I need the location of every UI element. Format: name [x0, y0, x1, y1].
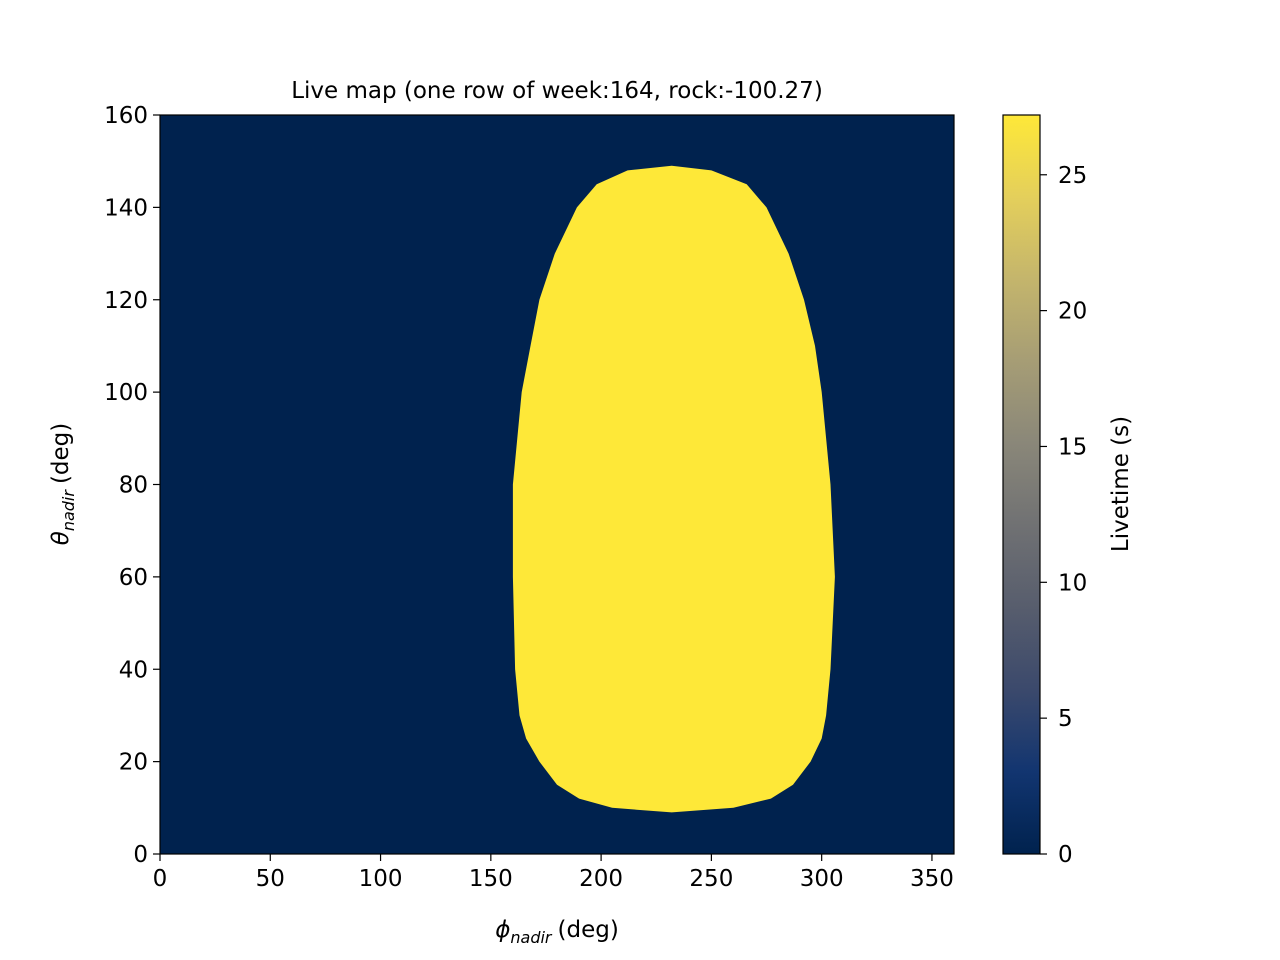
- colorbar-tick-label: 25: [1058, 163, 1087, 189]
- y-axis: 0 20 40 60 80 100 120 140 160: [104, 103, 160, 868]
- chart-title: Live map (one row of week:164, rock:-100…: [291, 78, 823, 104]
- y-tick-label: 40: [119, 657, 148, 683]
- x-axis: 0 50 100 150 200 250 300 350: [153, 854, 954, 892]
- colorbar-label: Livetime (s): [1108, 416, 1134, 552]
- y-tick-label: 80: [119, 473, 148, 499]
- colorbar: 0 5 10 15 20 25 Livetime (s): [1002, 114, 1134, 868]
- x-tick-label: 100: [359, 866, 403, 892]
- y-tick-label: 60: [119, 565, 148, 591]
- x-tick-label: 200: [579, 866, 623, 892]
- y-tick-label: 20: [119, 750, 148, 776]
- colorbar-tick-label: 20: [1058, 299, 1087, 325]
- y-tick-label: 100: [104, 380, 148, 406]
- x-tick-label: 350: [910, 866, 954, 892]
- x-tick-label: 250: [689, 866, 733, 892]
- plot-area: [159, 114, 955, 855]
- y-axis-label: θnadir(deg): [48, 423, 78, 546]
- colorbar-tick-label: 10: [1058, 570, 1087, 596]
- livetime-region: [512, 165, 835, 813]
- colorbar-tick-label: 5: [1058, 706, 1073, 732]
- y-tick-label: 160: [104, 103, 148, 129]
- x-tick-label: 0: [153, 866, 168, 892]
- colorbar-ticks: 0 5 10 15 20 25: [1040, 163, 1087, 868]
- x-tick-label: 150: [469, 866, 513, 892]
- colorbar-tick-label: 0: [1058, 842, 1073, 868]
- colorbar-tick-label: 15: [1058, 434, 1087, 460]
- y-tick-label: 120: [104, 288, 148, 314]
- y-tick-label: 0: [133, 842, 148, 868]
- x-tick-label: 50: [256, 866, 285, 892]
- x-axis-label: ϕnadir (deg): [495, 917, 619, 947]
- y-tick-label: 140: [104, 195, 148, 221]
- x-tick-label: 300: [800, 866, 844, 892]
- colorbar-gradient: [1002, 114, 1041, 855]
